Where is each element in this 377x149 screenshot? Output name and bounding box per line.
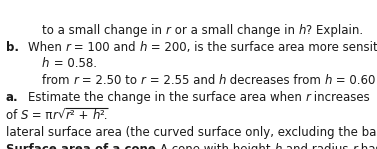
Text: r: r bbox=[65, 109, 70, 122]
Text: b.: b. bbox=[6, 41, 19, 54]
Text: = 0.58.: = 0.58. bbox=[49, 57, 97, 70]
Text: r: r bbox=[73, 74, 78, 87]
Text: to a small change in: to a small change in bbox=[42, 24, 166, 37]
Text: from: from bbox=[42, 74, 73, 87]
Text: h: h bbox=[325, 74, 333, 87]
Text: = 2.50 to: = 2.50 to bbox=[78, 74, 141, 87]
Text: h: h bbox=[92, 109, 100, 122]
Text: S: S bbox=[21, 109, 29, 122]
Text: increases: increases bbox=[311, 91, 370, 104]
Text: lateral surface area (the curved surface only, excluding the base): lateral surface area (the curved surface… bbox=[6, 126, 377, 139]
Text: h: h bbox=[140, 41, 147, 54]
Text: ².: ². bbox=[100, 109, 108, 122]
Text: r: r bbox=[53, 109, 58, 122]
Text: h: h bbox=[298, 24, 306, 37]
Text: = 2.55 and: = 2.55 and bbox=[146, 74, 219, 87]
Text: = 200, is the surface area more sensitive: = 200, is the surface area more sensitiv… bbox=[147, 41, 377, 54]
Text: r: r bbox=[141, 74, 146, 87]
Text: = 100 and: = 100 and bbox=[70, 41, 140, 54]
Text: r: r bbox=[166, 24, 171, 37]
Text: r: r bbox=[66, 41, 70, 54]
Text: has a: has a bbox=[357, 143, 377, 149]
Text: √: √ bbox=[58, 109, 65, 122]
Text: A cone with height: A cone with height bbox=[160, 143, 274, 149]
Text: ? Explain.: ? Explain. bbox=[306, 24, 363, 37]
Text: or a small change in: or a small change in bbox=[171, 24, 298, 37]
Text: a.: a. bbox=[6, 91, 18, 104]
Text: of: of bbox=[6, 109, 21, 122]
Text: h: h bbox=[274, 143, 282, 149]
Text: = π: = π bbox=[29, 109, 53, 122]
Text: = 0.60 to: = 0.60 to bbox=[333, 74, 377, 87]
Text: Surface area of a cone: Surface area of a cone bbox=[6, 143, 160, 149]
Text: r: r bbox=[306, 91, 311, 104]
Text: h: h bbox=[219, 74, 226, 87]
Text: r: r bbox=[352, 143, 357, 149]
Text: decreases from: decreases from bbox=[226, 74, 325, 87]
Text: ² +: ² + bbox=[70, 109, 92, 122]
Text: When: When bbox=[28, 41, 66, 54]
Text: and radius: and radius bbox=[282, 143, 352, 149]
Text: h: h bbox=[42, 57, 49, 70]
Text: Estimate the change in the surface area when: Estimate the change in the surface area … bbox=[28, 91, 306, 104]
